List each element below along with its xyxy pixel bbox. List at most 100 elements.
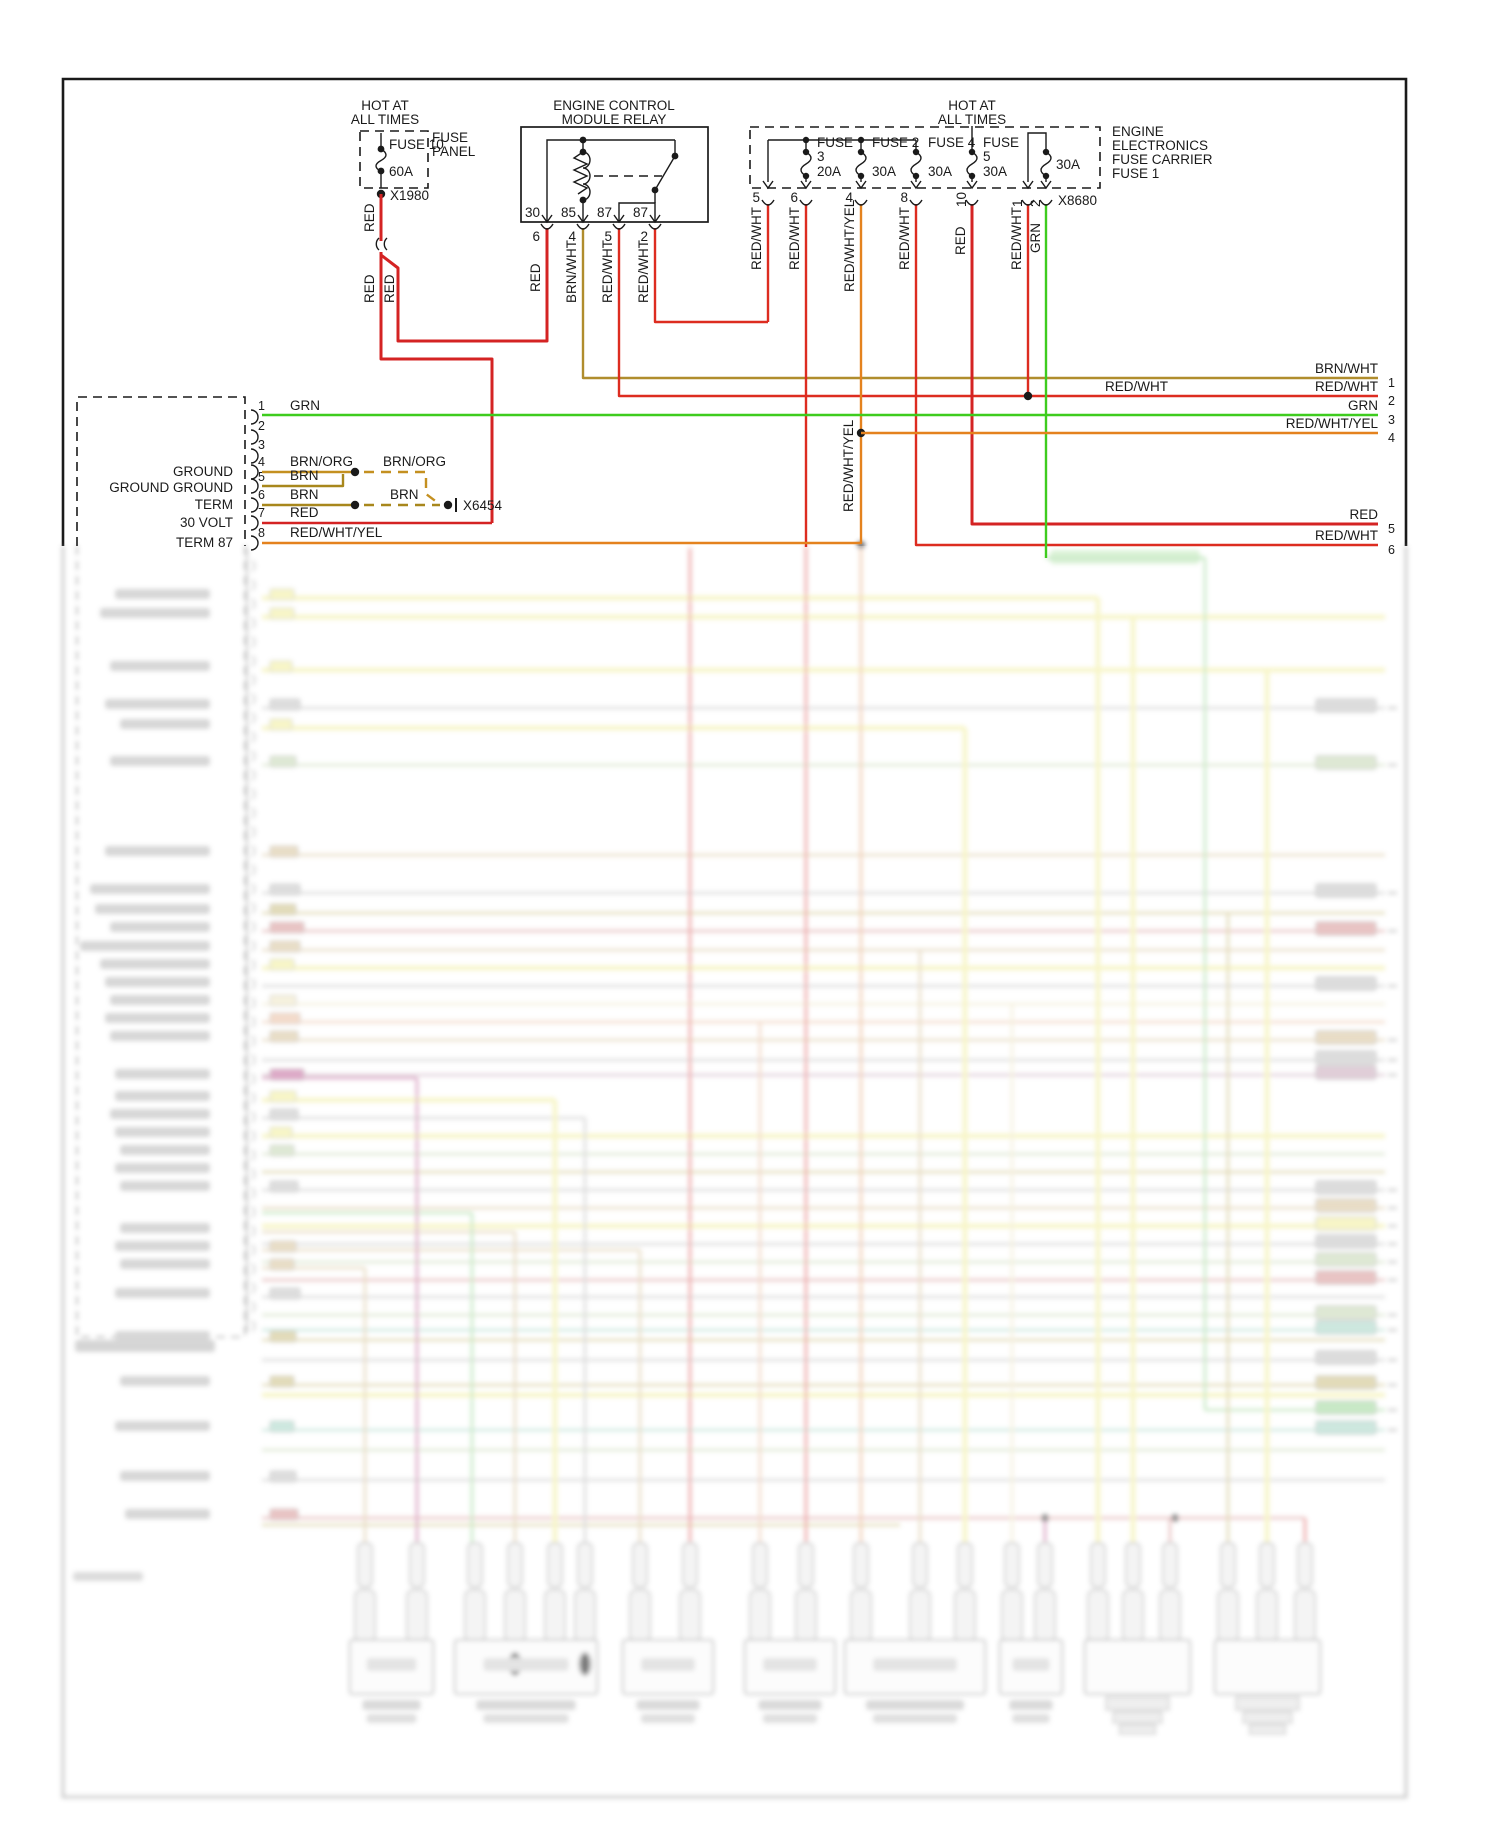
left-label-blob [120, 1223, 210, 1233]
wire-color-chip [269, 1240, 297, 1253]
connector-terminal [1004, 1542, 1020, 1588]
ecm-name-term87: TERM 87 [176, 535, 233, 550]
right-pin-4: 4 [1388, 431, 1395, 445]
component-stack [1242, 1711, 1293, 1724]
wire-color-chip [269, 698, 301, 711]
blur-wash-overlay [56, 546, 1412, 1828]
carrier-wire-label-5: RED/WHT [749, 207, 764, 270]
right-label-blob [1315, 1350, 1377, 1365]
right-label-blob [1315, 1216, 1377, 1231]
left-label-blob [110, 756, 210, 766]
right-label-blob [1315, 1320, 1377, 1335]
right-label-blob [1315, 976, 1377, 991]
connector-terminal [912, 1542, 928, 1588]
carrier-wire-label-10: RED [953, 226, 968, 255]
ecm-wire-brnorg-label: BRN/ORG [290, 454, 353, 469]
carrier-pin-1: 1 [1010, 199, 1025, 207]
fuse-10-amp-label: 60A [389, 164, 413, 179]
ecm-pin-bracket-blurred [251, 655, 256, 667]
component-caption-blob [483, 1714, 569, 1723]
fuse-10-symbol [375, 133, 387, 188]
page-border [61, 77, 1408, 546]
carrier-pin-8: 8 [900, 190, 908, 205]
fuse-10-label: FUSE 10 [389, 137, 444, 152]
fuse-panel-red-feed-wires [375, 194, 549, 523]
ecm-pin-bracket-blurred [251, 1263, 256, 1275]
component-caption-blob [476, 1700, 576, 1710]
ecm-pin-bracket-blurred [251, 978, 256, 990]
ecm-pin-bracket-blurred [251, 921, 256, 933]
right-edge-labels: BRN/WHT 1 RED/WHT RED/WHT 2 GRN 3 RED/WH… [1105, 361, 1395, 557]
wire-color-chip [269, 1126, 293, 1139]
component-caption-blob [866, 1700, 964, 1710]
exit-arrow-icon [613, 214, 625, 224]
exit-arrow-icon [966, 180, 978, 190]
ecm-pin-bracket-icon [250, 497, 259, 513]
component-box [1214, 1639, 1321, 1695]
right-label-blob [1315, 921, 1377, 936]
ecm-box-crisp [76, 396, 246, 546]
ecm-pin-bracket-blurred [251, 579, 256, 591]
relay-ext-pin-4: 4 [568, 229, 576, 244]
wire-color-chip [269, 958, 295, 971]
component-label-blob [763, 1658, 817, 1671]
carrier-pin-10: 10 [954, 192, 969, 207]
ecm-pin-5: 5 [258, 470, 265, 484]
fuse-panel-section: HOT AT ALL TIMES FUSE PANEL FUSE 10 60A … [351, 98, 549, 523]
relay-title-1: ENGINE CONTROL [553, 98, 675, 113]
ecm-pin-bracket-blurred [251, 1111, 256, 1123]
left-label-blob [115, 1331, 210, 1341]
right-label-blob [1315, 1305, 1377, 1320]
ecm-pin-bracket-blurred [251, 1320, 256, 1332]
connector-terminal [957, 1542, 973, 1588]
ecm-pin-3: 3 [258, 438, 265, 452]
left-label-blob [115, 589, 210, 599]
fuse-carrier-section: HOT AT ALL TIMES FUSE 3 20A FUSE 2 30A F… [262, 98, 1378, 558]
component-caption-blob [1009, 1700, 1053, 1710]
right-label-1: BRN/WHT [1315, 361, 1378, 376]
component-caption-blob [758, 1700, 822, 1710]
right-pin-3: 3 [1388, 413, 1395, 427]
ecm-pin-bracket-blurred [251, 750, 256, 762]
connector-terminal [1125, 1542, 1141, 1588]
ecm-pin-bracket-icon [250, 448, 259, 464]
component-caption-blob [366, 1714, 417, 1723]
component-dot [578, 1652, 592, 1676]
fuse5-num: 5 [983, 149, 991, 164]
connector-terminal [409, 1542, 425, 1588]
ecm-pin-bracket-blurred [251, 1282, 256, 1294]
fuse5-amp: 30A [983, 164, 1007, 179]
relay-pin-87a-label: 87 [597, 205, 612, 220]
wire-color-chip [269, 845, 299, 858]
x8680-connector-label: X8680 [1058, 193, 1097, 208]
ecm-name-ground: GROUND [173, 464, 233, 479]
relay-pin-85-label: 85 [561, 205, 576, 220]
wire-entry-bracket-icon [761, 199, 775, 206]
carrier-wire-label-6: RED/WHT [787, 207, 802, 270]
left-label-blob [90, 884, 210, 894]
junction-dot-blurred [1041, 1514, 1049, 1522]
wire-entry-bracket-icon [1039, 199, 1053, 206]
left-label-blob [120, 1259, 210, 1269]
ecm-pin-bracket-blurred [251, 864, 256, 876]
wire-color-chip [269, 1470, 297, 1483]
component-caption-blob [362, 1700, 421, 1710]
left-label-blob [80, 941, 210, 951]
component-caption-blob [873, 1714, 957, 1723]
connector-terminal [853, 1542, 869, 1588]
ecm-pin-bracket-blurred [251, 1073, 256, 1085]
wire-color-chip [269, 883, 301, 896]
wire-entry-bracket-icon [909, 199, 923, 206]
ecm-pin-bracket-icon [250, 464, 259, 480]
fuse3-name: FUSE [817, 135, 853, 150]
component-label-blob [873, 1658, 957, 1671]
fuse2-amp: 30A [872, 164, 896, 179]
ecm-pin-bracket-blurred [251, 1301, 256, 1313]
fuse-element-icon [910, 151, 922, 177]
exit-arrow-icon [649, 214, 661, 224]
carrier-wire-label-4: RED/WHT/YEL [842, 199, 857, 292]
ecm-pin-bracket-blurred [251, 1092, 256, 1104]
right-pin-1: 1 [1388, 376, 1395, 390]
wire-color-chip [269, 1180, 299, 1193]
wire-color-chip [269, 1375, 295, 1388]
